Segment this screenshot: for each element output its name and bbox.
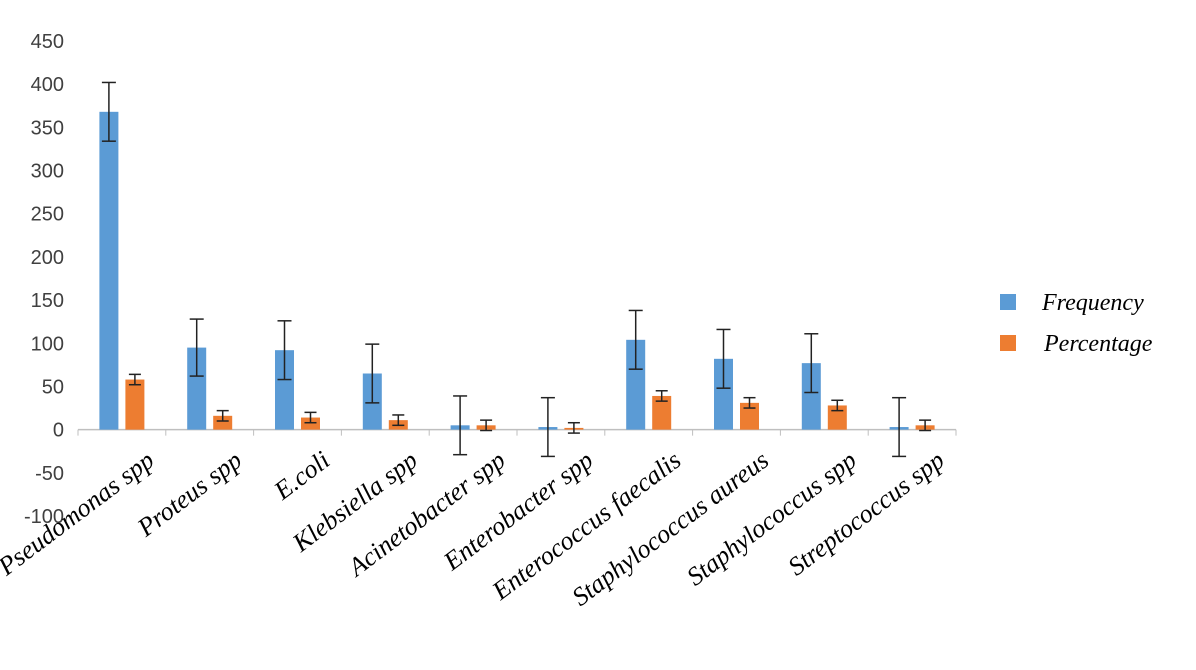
- bar-frequency: [801, 363, 821, 430]
- bar-percentage: [827, 405, 847, 430]
- bar-percentage: [301, 417, 320, 430]
- y-tick-label: 0: [53, 420, 64, 442]
- bar-frequency: [275, 350, 294, 430]
- bar-percentage: [213, 415, 233, 430]
- y-tick-label: 350: [31, 117, 64, 139]
- bar-frequency: [187, 347, 207, 430]
- y-tick-label: 250: [31, 204, 64, 226]
- legend-label-frequency: Frequency: [1041, 290, 1144, 316]
- y-tick-label: -50: [35, 463, 64, 485]
- y-tick-label: 100: [31, 333, 64, 355]
- bar-percentage: [125, 379, 145, 430]
- bar-frequency: [626, 339, 646, 430]
- category-label: Acinetobacter spp: [341, 445, 511, 583]
- bar-percentage: [740, 402, 759, 430]
- bar-frequency: [714, 358, 733, 430]
- legend-swatch-frequency: [1000, 294, 1016, 310]
- category-label: Streptococcus spp: [783, 445, 950, 581]
- legend-swatch-percentage: [1000, 335, 1016, 351]
- category-label: E.coli: [268, 445, 335, 506]
- y-tick-label: 150: [31, 290, 64, 312]
- y-tick-label: 200: [31, 247, 64, 269]
- legend-label-percentage: Percentage: [1043, 331, 1153, 357]
- category-label: Enterobacter spp: [437, 445, 598, 576]
- y-tick-label: 400: [31, 74, 64, 96]
- y-tick-label: 300: [31, 161, 64, 183]
- y-tick-label: 50: [42, 376, 64, 398]
- y-tick-label: -100: [24, 506, 64, 528]
- bar-percentage: [652, 395, 672, 430]
- bar-frequency: [99, 111, 119, 430]
- y-tick-label: 450: [31, 31, 64, 53]
